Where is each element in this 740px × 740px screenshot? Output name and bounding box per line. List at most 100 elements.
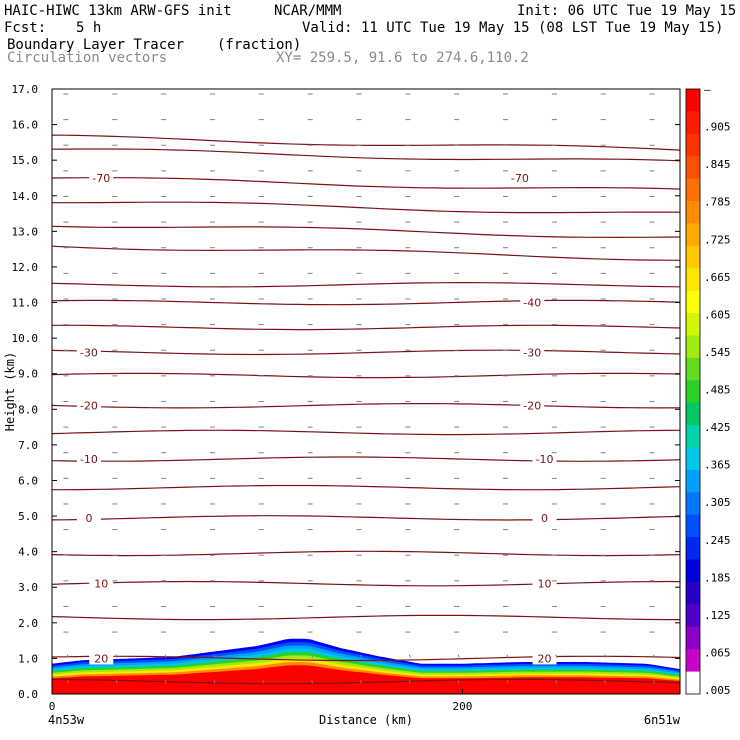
colorbar-label: .845 — [704, 158, 731, 171]
vector-arrow — [262, 654, 265, 658]
temperature-contours: -70 -70 -40 -30 -30 -20 -20 -10 -10 0 0 10 10 20 20 — [51, 134, 681, 685]
y-tick-label: 4.0 — [18, 546, 38, 559]
vector-arrow — [408, 680, 411, 684]
tracer-layer-8 — [52, 665, 680, 694]
colorbar-swatch — [686, 380, 700, 404]
vector-arrow — [115, 654, 118, 658]
model-title: HAIC-HIWC 13km ARW-GFS init — [4, 3, 232, 19]
colorbar-label: .065 — [704, 646, 731, 659]
colorbar-swatch — [686, 492, 700, 516]
isotherm-line — [51, 134, 681, 151]
y-tick-label: 8.0 — [18, 403, 38, 416]
colorbar-label: .785 — [704, 196, 731, 209]
y-tick-label: 17.0 — [12, 83, 39, 96]
isotherm-line — [51, 282, 681, 288]
y-tick-label: 0.0 — [18, 688, 38, 701]
colorbar-swatch — [686, 313, 700, 336]
colorbar-frame — [685, 88, 701, 695]
vector-arrow — [604, 680, 607, 684]
x-axis-label: Distance (km) — [319, 713, 413, 727]
colorbar-label: .305 — [704, 496, 731, 509]
colorbar-label: .425 — [704, 421, 731, 434]
colorbar-swatch — [686, 626, 700, 650]
vector-arrow — [457, 654, 460, 658]
colorbar-swatch — [686, 268, 700, 292]
isotherm-label-bg — [89, 171, 114, 184]
colorbar-swatch — [686, 402, 700, 426]
colorbar-label: .905 — [704, 121, 731, 134]
colorbar-swatch — [686, 514, 700, 538]
isotherm-line — [51, 225, 681, 239]
isotherm-line — [51, 403, 681, 409]
colorbar-swatch — [686, 559, 700, 583]
plot-frame — [51, 88, 681, 695]
org-label: NCAR/MMM — [274, 3, 342, 19]
vector-arrow — [115, 680, 118, 684]
isotherm-label: 20 — [538, 652, 552, 665]
vector-arrow — [164, 680, 167, 684]
vector-arrow — [653, 654, 656, 658]
isotherm-label: -30 — [80, 346, 98, 359]
y-tick-label: 12.0 — [12, 261, 39, 274]
isotherm-line — [51, 678, 681, 685]
colorbar-swatch — [686, 425, 700, 449]
colorbar-swatch — [686, 357, 700, 381]
vector-arrow — [555, 680, 558, 684]
y-tick-label: 11.0 — [12, 297, 39, 310]
colorbar-label: .485 — [704, 384, 731, 397]
isotherm-label-bg — [76, 511, 101, 524]
isotherm-label-bg — [76, 399, 101, 412]
y-tick-label: 16.0 — [12, 119, 39, 132]
colorbar-swatch — [686, 89, 700, 112]
tracer-fill-layer — [52, 638, 680, 694]
y-tick-label: 13.0 — [12, 225, 39, 238]
colorbar-label: .605 — [704, 308, 731, 321]
isotherm-label: -40 — [523, 297, 541, 310]
vector-arrow — [213, 654, 216, 658]
vector-arrow — [66, 680, 69, 684]
isotherm-label-bg — [89, 577, 114, 590]
vector-arrow — [457, 680, 460, 684]
isotherm-line — [51, 372, 681, 379]
field-name: Boundary Layer Tracer — [7, 37, 185, 53]
isotherm-label: 20 — [94, 652, 108, 665]
isotherm-label: 0 — [85, 512, 92, 525]
x-right-end-label: 6n51w — [644, 713, 681, 727]
isotherm-line — [52, 484, 681, 491]
isotherm-label: -20 — [523, 400, 541, 413]
colorbar-swatch — [686, 537, 700, 561]
isotherm-line — [52, 201, 681, 214]
vector-arrow — [213, 680, 216, 684]
isotherm-line — [51, 349, 681, 356]
colorbar-swatch — [686, 156, 700, 180]
y-tick-label: 2.0 — [18, 617, 38, 630]
vector-arrow — [311, 680, 314, 684]
colorbar-swatch — [686, 447, 700, 471]
isotherm-label-bg — [532, 453, 557, 466]
colorbar-swatch — [686, 581, 700, 605]
colorbar-label: .185 — [704, 571, 731, 584]
colorbar-label: .725 — [704, 233, 731, 246]
isotherm-label-bg — [520, 399, 545, 412]
isotherm-line — [51, 550, 681, 557]
valid-time: Valid: 11 UTC Tue 19 May 15 (08 LST Tue … — [302, 20, 724, 36]
colorbar-swatch — [686, 649, 700, 673]
isotherm-label-bg — [76, 346, 101, 359]
init-time: Init: 06 UTC Tue 19 May 15 — [517, 3, 737, 19]
isotherm-label-bg — [532, 511, 557, 524]
colorbar-label: .545 — [704, 346, 731, 359]
isotherm-label: -20 — [80, 400, 98, 413]
isotherm-line — [51, 299, 681, 306]
isotherm-line — [51, 245, 681, 261]
colorbar-swatch — [686, 133, 700, 157]
colorbar-swatch — [686, 223, 700, 247]
vector-arrow — [555, 654, 558, 658]
vector-arrow — [164, 654, 167, 658]
y-tick-label: 7.0 — [18, 439, 38, 452]
fcst-value: 5 h — [76, 20, 102, 36]
isotherm-label: 0 — [541, 512, 548, 525]
colorbar: – .905 .845 .785 .725 .665 .605 .545 .485 .425 .36… — [685, 83, 731, 697]
colorbar-label: – — [704, 83, 711, 96]
isotherm-label-bg — [507, 171, 532, 184]
isotherm-line — [51, 614, 680, 621]
